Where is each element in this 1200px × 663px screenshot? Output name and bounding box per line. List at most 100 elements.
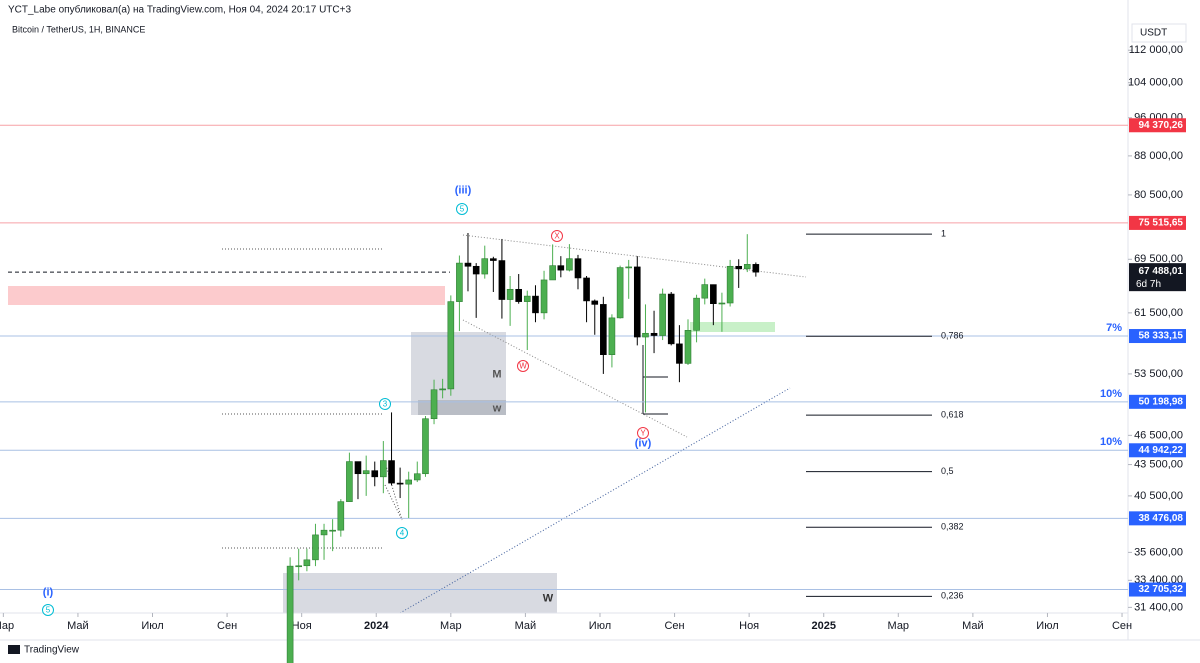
y-tick-label: 46 500,00 <box>1134 429 1183 441</box>
wave-label: W <box>543 592 554 604</box>
candle-body <box>557 265 565 271</box>
x-tick-label: Июл <box>141 620 163 632</box>
x-tick-label: Сен <box>1112 620 1132 632</box>
candle-body <box>591 300 599 305</box>
y-tick-label: 31 400,00 <box>1134 601 1183 613</box>
fib-label: 0,236 <box>941 591 964 601</box>
drawings <box>222 234 807 614</box>
percent-label: 10% <box>1100 388 1122 400</box>
y-tick-label: 104 000,00 <box>1128 77 1183 89</box>
candle-body <box>549 265 556 281</box>
candle-body <box>354 461 362 475</box>
candle-body <box>566 258 573 271</box>
candle-body <box>667 293 675 345</box>
candle-body <box>701 284 709 299</box>
candle-body <box>684 330 692 364</box>
wave-label: 5 <box>46 606 51 615</box>
level-label: 94 370,26 <box>1139 120 1184 131</box>
x-tick-label: 2024 <box>364 620 389 632</box>
drawings <box>642 345 668 415</box>
level-label: 58 333,15 <box>1139 331 1184 342</box>
wave-marker <box>379 398 391 410</box>
zone <box>690 322 775 332</box>
publisher: YCT_Labe опубликовал(а) на TradingView.c… <box>8 4 351 16</box>
candle-body <box>295 565 302 568</box>
level-box <box>1129 582 1186 597</box>
wave-label: (iii) <box>455 184 472 196</box>
candle-body <box>600 304 607 355</box>
level-box <box>1129 443 1186 458</box>
candle-body <box>676 343 683 364</box>
y-tick-label: 35 600,00 <box>1134 546 1183 558</box>
candle-body <box>659 293 666 336</box>
fib-label: 0,5 <box>941 466 954 476</box>
logo <box>8 645 20 654</box>
candle-body <box>490 258 497 261</box>
wave-label: X <box>554 232 560 241</box>
y-tick-label: 61 500,00 <box>1134 307 1183 319</box>
y-tick-label: 69 500,00 <box>1134 253 1183 265</box>
candle-body <box>743 264 751 270</box>
candle-body <box>329 529 336 532</box>
candle-body <box>456 262 463 302</box>
percent-label: 7% <box>1106 322 1122 334</box>
candle-body <box>346 461 353 502</box>
y-tick-label: 112 000,00 <box>1129 44 1183 56</box>
candle-body <box>532 295 539 314</box>
x-tick-label: Сен <box>664 620 684 632</box>
candle-body <box>506 288 514 300</box>
fib-label: 1 <box>941 229 946 239</box>
level-label: 75 515,65 <box>1139 218 1184 229</box>
candle-body <box>371 470 379 478</box>
fib-label: 0,618 <box>941 409 964 419</box>
candle-body <box>303 559 311 567</box>
y-tick-label: 40 500,00 <box>1134 490 1183 502</box>
x-tick-label: Май <box>962 620 984 632</box>
level-box <box>1129 215 1186 230</box>
level-box <box>1129 394 1186 409</box>
candle-body <box>439 388 446 391</box>
wave-label: (i) <box>43 586 54 598</box>
candle-body <box>625 266 632 269</box>
countdown: 6d 7h <box>1136 279 1161 290</box>
wave-marker <box>396 527 408 539</box>
candle-body <box>413 473 421 481</box>
candle-body <box>472 265 480 275</box>
y-tick-label: 88 000,00 <box>1134 150 1183 162</box>
wave-label: 3 <box>383 400 388 409</box>
candle-body <box>430 389 438 420</box>
candle-body <box>422 418 429 475</box>
currency: USDT <box>1140 28 1167 39</box>
candle-body <box>710 284 717 305</box>
candle-body <box>405 479 412 485</box>
fib-label: 0,786 <box>941 331 964 341</box>
candle-body <box>396 482 404 485</box>
candle-body <box>633 266 641 338</box>
x-tick-label: Мар <box>888 620 910 632</box>
level-label: 32 705,32 <box>1139 584 1184 595</box>
y-tick-label: 80 500,00 <box>1134 189 1183 201</box>
candle-body <box>498 260 506 300</box>
x-tick-label: Июл <box>1036 620 1058 632</box>
candle-body <box>718 302 726 305</box>
wave-label: W <box>519 362 527 371</box>
x-tick-label: Ноя <box>739 620 759 632</box>
candle-body <box>388 460 395 484</box>
candle-body <box>616 267 624 319</box>
level-box <box>1129 329 1186 344</box>
candle-body <box>523 295 531 302</box>
candle-body <box>608 317 616 355</box>
wave-marker <box>551 230 563 242</box>
fib-label: 0,382 <box>941 522 964 532</box>
wave-marker <box>637 427 649 439</box>
candle-body <box>693 297 700 331</box>
current-price-label: 67 488,01 <box>1139 266 1184 277</box>
wave-label: M <box>492 368 501 380</box>
x-tick-label: Июл <box>589 620 611 632</box>
x-tick-label: Май <box>515 620 537 632</box>
candle-body <box>464 262 472 267</box>
x-tick-label: Мар <box>0 620 14 632</box>
wave-label: (iv) <box>635 437 652 449</box>
y-tick-label: 43 500,00 <box>1134 458 1183 470</box>
